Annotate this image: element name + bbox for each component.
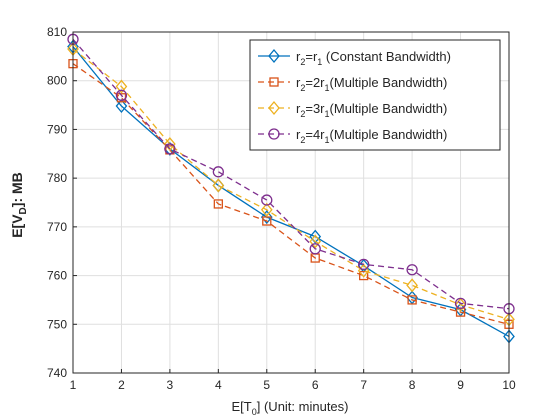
series-4-point (261, 194, 273, 206)
series-3-point (164, 137, 176, 152)
legend-entry: r2=4r1(Multiple Bandwidth) (258, 127, 447, 145)
x-tick-label: 3 (167, 378, 174, 392)
y-tick-label: 740 (47, 366, 67, 380)
series-4-point (115, 89, 128, 101)
series-3-point (309, 234, 322, 249)
series-3-point (260, 202, 273, 217)
legend-label: r2=3r1(Multiple Bandwidth) (296, 101, 447, 119)
legend-label: r2=r1 (Constant Bandwidth) (296, 49, 451, 67)
x-tick-label: 7 (360, 378, 367, 392)
series-4-point (164, 143, 176, 155)
x-tick-label: 10 (502, 378, 516, 392)
series-1-point (260, 210, 273, 225)
series-2-point (262, 216, 272, 226)
series-1-line (72, 46, 510, 338)
series-4-point (406, 264, 418, 276)
series-2-line (72, 63, 510, 325)
series-2-point (407, 295, 417, 305)
x-tick-label: 1 (70, 378, 77, 392)
legend-box (249, 39, 501, 151)
legend-marker (269, 77, 279, 87)
y-tick-label: 750 (47, 317, 67, 331)
y-axis-label: E[VD]: MB (9, 172, 29, 238)
series-4-point (212, 166, 224, 178)
legend-label: r2=4r1(Multiple Bandwidth) (296, 127, 447, 145)
legend-entry: r2=3r1(Multiple Bandwidth) (258, 100, 447, 119)
legend: r2=r1 (Constant Bandwidth) r2=2r1(Multipl… (249, 39, 501, 151)
series-4 (67, 33, 515, 315)
x-axis-label: E[T0] (Unit: minutes) (232, 399, 349, 417)
legend-marker (268, 48, 280, 64)
x-tick-label: 8 (409, 378, 416, 392)
series-4-line (72, 38, 510, 310)
legend-entry: r2=2r1(Multiple Bandwidth) (258, 75, 447, 93)
series-3-point (212, 178, 225, 193)
x-tick-label: 5 (263, 378, 270, 392)
y-tick-label: 790 (47, 122, 67, 136)
y-tick-label: 760 (47, 269, 67, 283)
x-tick-label: 9 (457, 378, 464, 392)
series-3-point (454, 297, 467, 312)
axes-box (72, 31, 510, 374)
legend-marker (268, 128, 280, 140)
plot-series (67, 33, 515, 344)
axis-ticks: 1 2 3 4 5 6 7 8 9 10 740 750 760 770 780 790 800 810 (47, 25, 516, 392)
y-tick-label: 810 (47, 25, 67, 39)
x-tick-label: 2 (118, 378, 125, 392)
series-2-point (359, 270, 369, 281)
legend-label: r2=2r1(Multiple Bandwidth) (296, 75, 447, 93)
series-3-line (72, 48, 510, 321)
y-tick-label: 800 (47, 74, 67, 88)
series-3-point (115, 79, 128, 94)
x-tick-label: 4 (215, 378, 222, 392)
series-4-point (454, 297, 467, 309)
x-tick-label: 6 (312, 378, 319, 392)
y-tick-label: 780 (47, 171, 67, 185)
series-4-point (309, 243, 321, 255)
legend-marker (268, 100, 280, 116)
series-2-point (213, 199, 223, 209)
legend-entry: r2=r1 (Constant Bandwidth) (258, 48, 451, 67)
series-4-point (358, 258, 370, 271)
series-1-point (115, 99, 128, 114)
series-1-point (309, 229, 322, 244)
y-tick-label: 770 (47, 220, 67, 234)
series-3-point (406, 278, 418, 293)
